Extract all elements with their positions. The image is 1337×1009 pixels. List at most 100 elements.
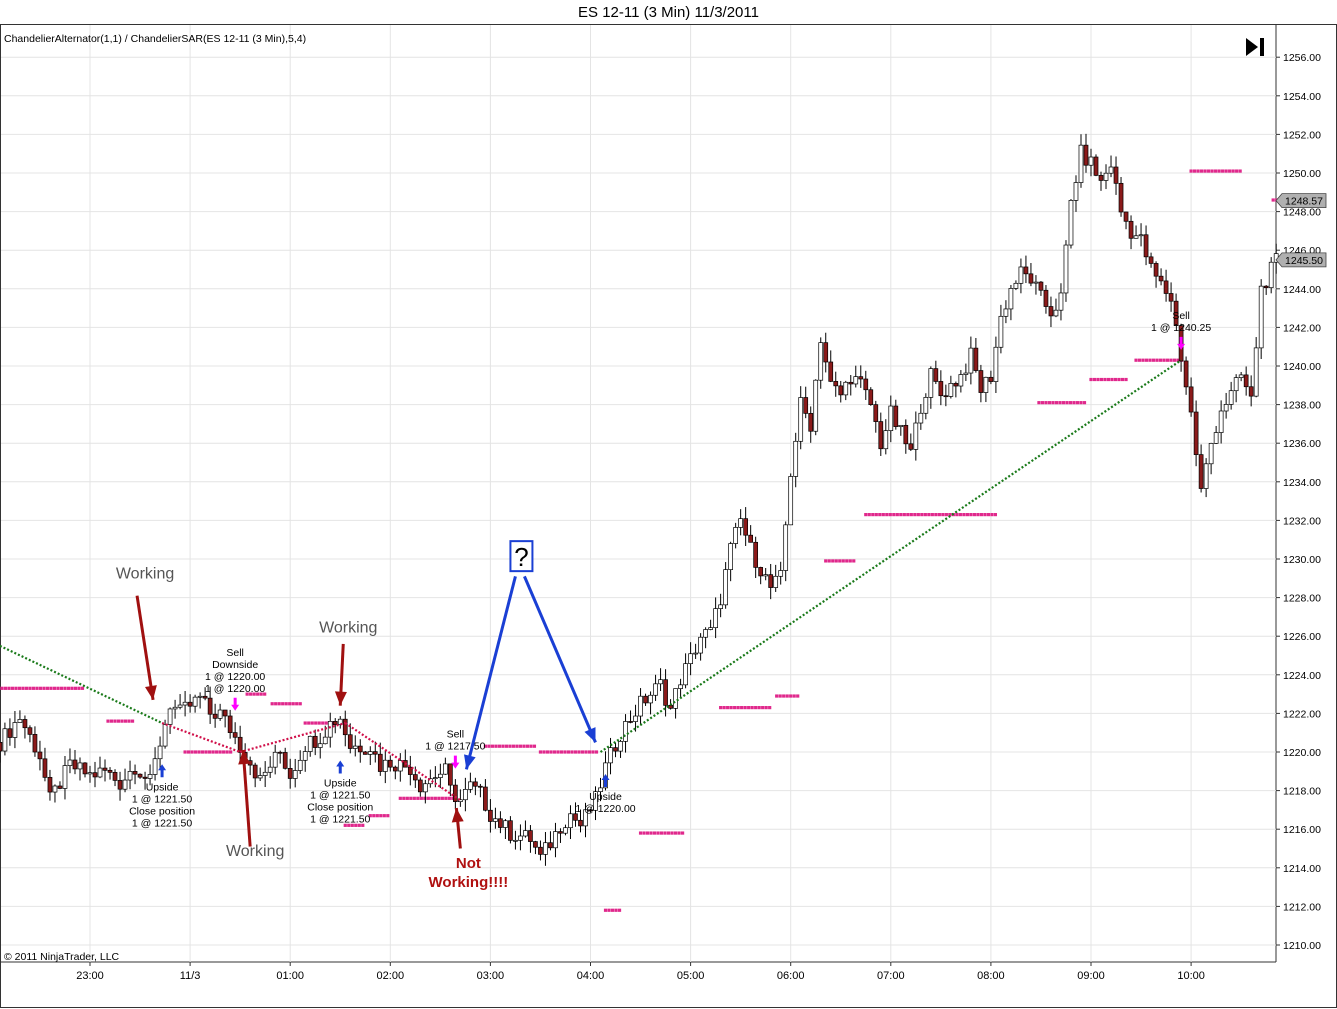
sar-dot [281,702,285,706]
candle-body [1058,292,1064,311]
sar-dot [1238,169,1242,173]
sar-dot [930,513,934,517]
x-tick-label: 23:00 [76,970,104,982]
sar-dot [594,750,599,754]
sar-dot [1196,169,1200,173]
candle-body [2,728,8,752]
question-box: ? [509,540,534,573]
candle-body [222,709,228,717]
y-tick-label: 1224.00 [1283,670,1321,682]
sar-dot [645,831,650,835]
sar-dot [1162,358,1166,362]
sar-dot [218,750,222,754]
candle-body [953,383,959,387]
sar-dot [303,721,307,725]
sar-dot [63,686,67,690]
skip-to-end-icon[interactable] [1244,36,1268,58]
chart-border [0,24,1337,1008]
candle-body [277,751,283,754]
sar-dot [750,706,754,710]
candle-body [663,679,668,706]
sar-dot [1068,401,1073,405]
candle-body [768,574,774,588]
y-tick-label: 1228.00 [1283,593,1321,605]
sar-dot [549,750,553,754]
sar-dot [70,686,74,690]
candle-body [528,830,533,842]
x-tick-label: 10:00 [1177,970,1205,982]
candle-body [307,735,313,752]
candle-body [62,765,68,789]
candle-body [1188,386,1194,413]
sar-dot [1210,169,1214,173]
sar-dot [511,744,516,748]
sar-dot [1089,377,1093,382]
candle-body [1123,211,1129,222]
chart-title: ES 12-11 (3 Min) 11/3/2011 [578,4,759,21]
sar-dot [1137,358,1142,362]
chandelier-alternator-long-2 [599,359,1182,753]
candle-body [382,759,388,772]
candle-body [212,713,218,719]
sar-dot [1096,377,1100,382]
y-tick-label: 1234.00 [1283,477,1321,489]
y-tick-label: 1212.00 [1283,901,1321,913]
sar-dot [197,750,201,754]
sar-dot [848,559,852,563]
sar-dot [757,706,761,710]
sar-dot [556,750,560,754]
candle-body [543,842,548,855]
candle-body [282,752,288,769]
sar-dot [17,686,22,690]
y-tick-label: 1236.00 [1283,438,1321,450]
candle-body [237,736,243,753]
x-tick-label: 08:00 [977,970,1005,982]
candle-body [57,785,63,789]
candle-body [1088,156,1094,166]
sar-dot [1113,377,1118,382]
sar-dot [1099,377,1104,382]
trade-label: 1 @ 1220.00 [575,803,635,815]
candle-body [1238,374,1244,378]
sar-dot [944,513,948,517]
sar-dot [123,719,128,723]
candle-body [608,747,613,764]
sar-dot [913,513,917,517]
sar-dot [743,706,747,710]
sar-dot [923,513,927,517]
candle-body [458,799,463,803]
candle-body [913,422,919,450]
candle-body [833,381,839,387]
candle-body [1213,432,1219,444]
trade-label: Sell [447,729,465,741]
sar-dot [542,750,546,754]
sar-dot [1061,401,1066,405]
sar-dot [186,750,191,754]
candle-body [713,608,718,629]
sar-dot [1231,169,1235,173]
candle-body [688,653,693,665]
candle-body [743,518,749,536]
candle-body [352,745,358,749]
sar-dot [501,744,505,748]
sar-dot [610,908,615,912]
trade-label: 1 @ 1221.50 [132,817,192,829]
y-tick-label: 1218.00 [1283,786,1321,798]
candle-body [798,397,804,442]
sar-dot [670,831,674,835]
sar-dot [375,814,379,818]
y-tick-label: 1254.00 [1283,91,1321,103]
candle-body [613,747,618,752]
candle-body [838,385,844,396]
candle-body [287,768,293,779]
candle-body [167,708,173,725]
sar-dot [357,823,361,827]
candle-body [1183,360,1189,388]
sar-dot [563,750,567,754]
y-tick-label: 1252.00 [1283,129,1321,141]
sar-dot [49,686,53,690]
candle-body [312,735,318,748]
candle-body [257,775,263,779]
